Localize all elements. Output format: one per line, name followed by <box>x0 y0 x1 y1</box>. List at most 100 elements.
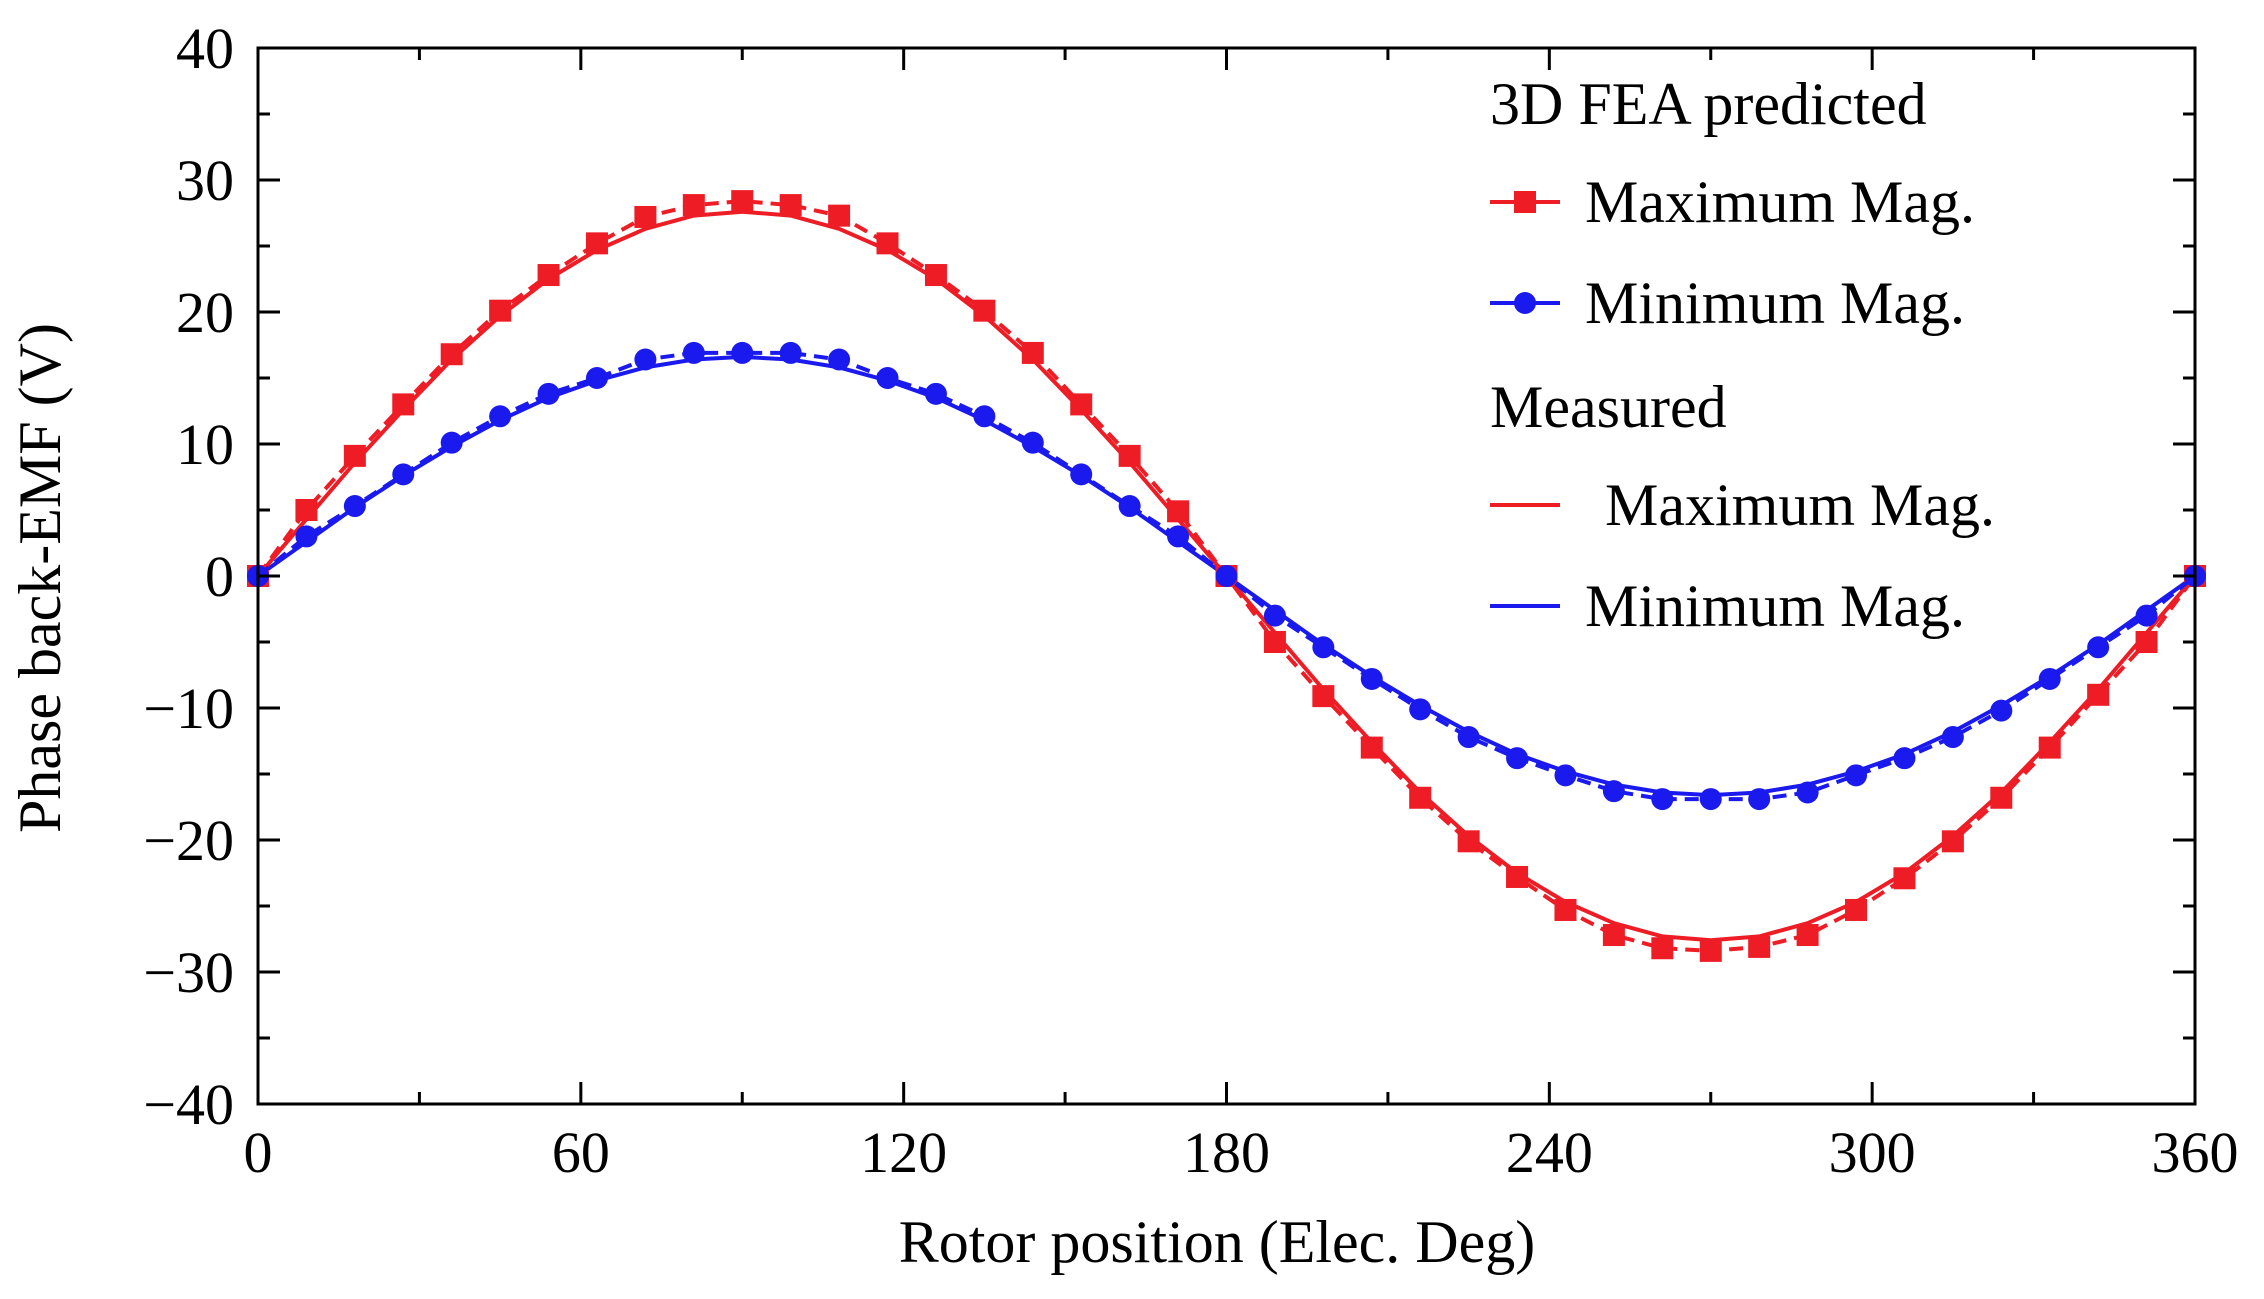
data-point <box>489 405 512 428</box>
y-tick-label: 0 <box>205 544 234 609</box>
data-point <box>440 343 463 366</box>
data-point <box>440 431 463 454</box>
data-point <box>1263 604 1286 627</box>
data-point <box>634 205 657 228</box>
x-tick-label: 0 <box>244 1120 273 1185</box>
x-tick-label: 300 <box>1829 1120 1916 1185</box>
data-point <box>731 341 754 364</box>
data-point <box>343 444 366 467</box>
legend-label: Minimum Mag. <box>1585 270 1965 336</box>
y-tick-label: 20 <box>176 280 234 345</box>
ticks-layer: 0 60 120 180 240 300 360 40 30 20 10 0 −10 −20 −30 −40 <box>143 16 2238 1185</box>
data-point <box>2087 636 2110 659</box>
legend-label: Maximum Mag. <box>1585 169 1975 235</box>
data-point <box>1554 764 1577 787</box>
data-point <box>682 194 705 217</box>
y-tick-label: 40 <box>176 16 234 81</box>
y-axis-title: Phase back-EMF (V) <box>7 323 73 833</box>
data-point <box>489 299 512 322</box>
data-point <box>1796 781 1819 804</box>
data-point <box>779 341 802 364</box>
data-point <box>876 232 899 255</box>
data-point <box>537 264 560 287</box>
x-tick-label: 180 <box>1183 1120 1270 1185</box>
data-point <box>634 348 657 371</box>
data-point <box>779 194 802 217</box>
data-point <box>1409 698 1432 721</box>
data-point <box>973 405 996 428</box>
data-point <box>1070 463 1093 486</box>
data-point <box>1602 780 1625 803</box>
legend-heading: 3D FEA predicted <box>1490 71 1927 137</box>
data-point <box>1409 786 1432 809</box>
data-point <box>1167 500 1190 523</box>
data-point <box>1021 431 1044 454</box>
data-point <box>1845 764 1868 787</box>
data-point <box>295 499 318 521</box>
data-point <box>1312 685 1335 708</box>
data-point <box>1990 786 2013 809</box>
data-point <box>2038 736 2061 759</box>
data-point <box>924 264 947 287</box>
data-point <box>973 299 996 322</box>
data-point <box>1070 393 1093 416</box>
data-point <box>2087 683 2110 706</box>
legend-label: Minimum Mag. <box>1585 573 1965 639</box>
data-point <box>1457 726 1480 749</box>
data-point <box>2135 631 2158 653</box>
data-point <box>2038 667 2061 690</box>
data-point <box>1360 736 1383 759</box>
y-tick-label: 10 <box>176 412 234 477</box>
x-tick-label: 240 <box>1506 1120 1593 1185</box>
data-point <box>1651 788 1674 811</box>
data-point <box>1118 495 1141 518</box>
data-point <box>1990 699 2013 722</box>
data-point <box>828 348 851 371</box>
data-point <box>1167 525 1190 548</box>
data-point <box>585 367 608 389</box>
data-point <box>1118 444 1141 467</box>
data-point <box>295 525 318 548</box>
data-point <box>1699 939 1722 962</box>
data-point <box>343 495 366 518</box>
legend-label: Maximum Mag. <box>1605 472 1995 538</box>
data-point <box>1263 631 1286 653</box>
data-point <box>876 367 899 389</box>
data-point <box>1893 867 1916 890</box>
data-point <box>537 382 560 405</box>
data-point <box>682 341 705 364</box>
legend-swatch-marker <box>1514 292 1536 314</box>
data-point <box>731 190 754 213</box>
data-point <box>1748 935 1771 958</box>
data-point <box>392 463 415 486</box>
legend-swatch-marker <box>1514 191 1536 213</box>
data-point <box>1941 830 1964 853</box>
data-point <box>1506 865 1529 888</box>
data-point <box>2135 604 2158 627</box>
x-axis-title: Rotor position (Elec. Deg) <box>899 1209 1536 1275</box>
data-point <box>1796 924 1819 947</box>
data-point <box>1845 898 1868 921</box>
data-point <box>1215 565 1238 587</box>
data-point <box>1602 924 1625 947</box>
x-tick-label: 60 <box>552 1120 610 1185</box>
data-point <box>1941 726 1964 749</box>
data-point <box>1651 937 1674 960</box>
data-point <box>1748 788 1771 811</box>
legend: 3D FEA predicted Maximum Mag. Minimum Mag.… <box>1490 71 1995 639</box>
data-point <box>1457 830 1480 853</box>
y-tick-label: −10 <box>143 676 234 741</box>
y-tick-label: 30 <box>176 148 234 213</box>
data-point <box>1021 341 1044 364</box>
data-point <box>1360 667 1383 690</box>
data-point <box>1699 788 1722 811</box>
data-point <box>828 204 851 227</box>
y-tick-label: −40 <box>143 1072 234 1137</box>
data-point <box>585 232 608 255</box>
data-point <box>1893 747 1916 770</box>
x-tick-label: 120 <box>860 1120 947 1185</box>
data-point <box>1312 636 1335 659</box>
data-point <box>924 382 947 405</box>
